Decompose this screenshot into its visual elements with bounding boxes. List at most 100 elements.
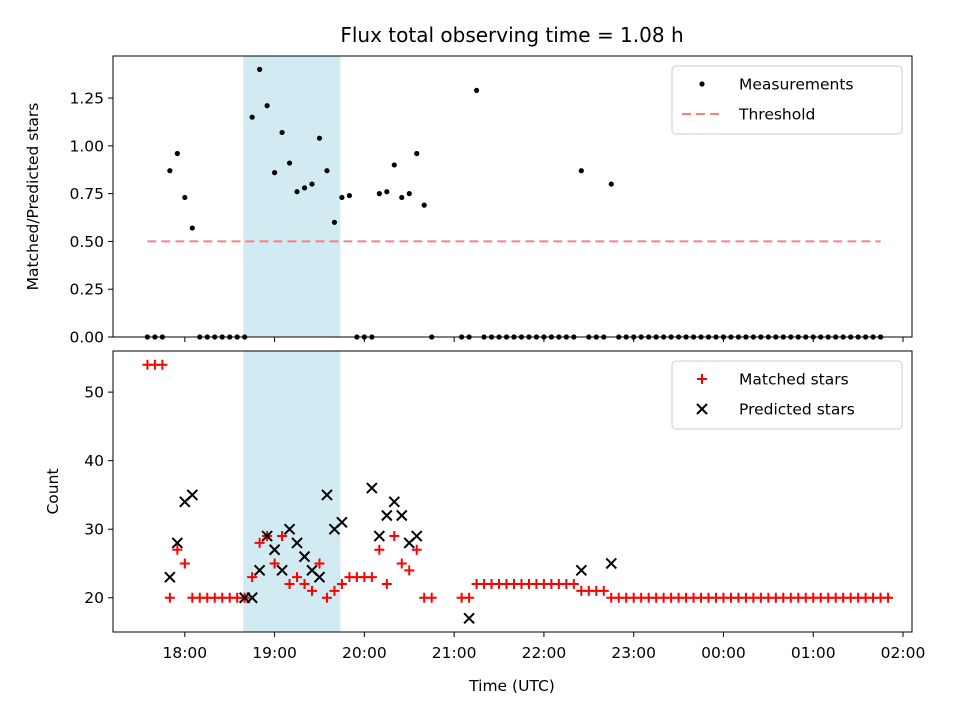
y-axis-label: Count bbox=[44, 468, 62, 514]
data-point bbox=[174, 150, 180, 157]
x-tick-label: 02:00 bbox=[881, 644, 926, 662]
data-point bbox=[421, 202, 427, 208]
legend-frame bbox=[671, 360, 903, 430]
data-point bbox=[336, 579, 347, 590]
data-point bbox=[329, 585, 340, 596]
data-point bbox=[164, 571, 176, 583]
data-point bbox=[253, 564, 266, 577]
data-point bbox=[283, 523, 296, 535]
data-point bbox=[339, 194, 345, 201]
data-point bbox=[346, 192, 353, 199]
data-point bbox=[249, 114, 255, 120]
data-point bbox=[321, 489, 333, 501]
data-point bbox=[411, 544, 422, 555]
y-tick-label: 40 bbox=[84, 452, 104, 470]
x-tick-label: 20:00 bbox=[342, 644, 387, 662]
data-point bbox=[247, 572, 258, 583]
data-point bbox=[374, 544, 385, 555]
data-point bbox=[179, 558, 190, 569]
x-tick-label: 18:00 bbox=[162, 644, 207, 662]
data-point bbox=[411, 530, 423, 542]
y-tick-label: 0.75 bbox=[69, 185, 104, 203]
series-matched-stars bbox=[142, 359, 894, 603]
y-tick-label: 0.00 bbox=[69, 329, 104, 347]
data-point bbox=[291, 537, 303, 549]
data-point bbox=[246, 592, 258, 604]
legend-label: Predicted stars bbox=[739, 401, 855, 419]
data-point bbox=[575, 564, 588, 577]
x-axis-label: Time (UTC) bbox=[468, 677, 555, 695]
x-tick-label: 22:00 bbox=[522, 644, 567, 662]
legend-label: Measurements bbox=[739, 76, 854, 94]
data-point bbox=[336, 516, 348, 529]
data-point bbox=[182, 194, 188, 201]
chart-title: Flux total observing time = 1.08 h bbox=[340, 23, 683, 47]
data-point bbox=[366, 482, 378, 494]
axes-frame bbox=[112, 55, 913, 338]
data-point bbox=[284, 579, 295, 590]
data-point bbox=[366, 572, 377, 583]
top-panel: 0.00 0.25 0.50 0.75 1.00 1.25 Matched/Predicte… bbox=[24, 55, 913, 347]
data-point bbox=[406, 191, 412, 197]
data-point bbox=[605, 557, 617, 570]
data-point bbox=[298, 550, 311, 563]
data-point bbox=[463, 612, 475, 625]
data-point bbox=[608, 181, 614, 187]
data-point bbox=[381, 509, 393, 522]
data-point bbox=[301, 185, 308, 191]
data-point bbox=[316, 135, 323, 141]
data-point bbox=[189, 225, 195, 231]
x-tick-label: 23:00 bbox=[611, 644, 656, 662]
data-point bbox=[598, 585, 609, 596]
data-point bbox=[464, 592, 475, 603]
shaded-span bbox=[243, 351, 341, 632]
y-axis-label: Matched/Predicted stars bbox=[24, 103, 42, 291]
data-point bbox=[279, 129, 285, 136]
data-point bbox=[376, 191, 382, 197]
data-point bbox=[254, 537, 265, 548]
data-point bbox=[389, 531, 400, 542]
data-point bbox=[309, 181, 315, 187]
x-tick-label: 01:00 bbox=[791, 644, 836, 662]
x-tick-label: 21:00 bbox=[432, 644, 477, 662]
data-point bbox=[171, 537, 184, 549]
legend-label: Threshold bbox=[738, 106, 815, 124]
data-point bbox=[294, 189, 300, 195]
data-point bbox=[186, 489, 199, 501]
data-point bbox=[399, 194, 405, 201]
shaded-span bbox=[243, 56, 341, 337]
data-point bbox=[373, 530, 386, 542]
data-point bbox=[384, 189, 390, 195]
bottom-panel: 20 30 40 50 18:00 19:00 20:00 21:00 22:00 23:00 00… bbox=[44, 350, 926, 662]
data-point bbox=[381, 579, 392, 590]
data-point bbox=[261, 530, 273, 542]
data-point bbox=[404, 565, 415, 576]
data-point bbox=[307, 585, 318, 596]
data-point bbox=[391, 162, 397, 168]
series-predicted-stars bbox=[164, 482, 617, 625]
data-point bbox=[276, 564, 288, 577]
data-point bbox=[299, 579, 310, 590]
data-point bbox=[314, 558, 325, 569]
data-point bbox=[426, 592, 437, 603]
data-point bbox=[321, 592, 332, 603]
legend-frame bbox=[671, 65, 903, 135]
y-tick-label: 0.25 bbox=[69, 281, 104, 299]
data-point bbox=[271, 170, 278, 176]
data-point bbox=[286, 160, 293, 166]
data-point bbox=[264, 103, 270, 109]
legend-marker bbox=[699, 81, 705, 87]
legend-marker bbox=[696, 403, 708, 415]
data-point bbox=[388, 496, 401, 508]
axes-frame bbox=[112, 350, 913, 633]
data-point bbox=[396, 558, 407, 569]
y-tick-label: 50 bbox=[84, 384, 104, 402]
data-point bbox=[568, 579, 579, 590]
legend: Matched stars Predicted stars bbox=[671, 360, 903, 430]
data-point bbox=[331, 219, 338, 225]
data-point bbox=[578, 168, 584, 174]
data-point bbox=[396, 509, 408, 522]
data-point bbox=[473, 87, 480, 94]
y-tick-label: 1.00 bbox=[69, 137, 104, 155]
